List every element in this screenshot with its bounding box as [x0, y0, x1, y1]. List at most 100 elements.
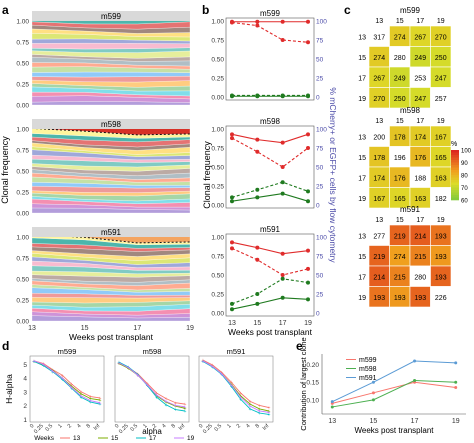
facet-title-m598: m598 — [101, 120, 122, 129]
legend-title: Weeks — [34, 435, 54, 442]
data-point — [255, 257, 260, 262]
heatmap-row-label: 13 — [358, 134, 366, 141]
heatmap-cell-value: 247 — [435, 75, 447, 82]
series-line — [231, 137, 309, 168]
data-point-marker: + — [33, 359, 36, 365]
data-point-marker: + — [99, 398, 102, 404]
data-point-marker: + — [70, 386, 73, 392]
heatmap-title-m598: m598 — [400, 106, 421, 115]
heatmap-col-label: 15 — [396, 118, 404, 125]
data-point-marker: + — [165, 399, 168, 405]
legend-color-step — [451, 180, 459, 183]
y-tick-label: 0.75 — [16, 256, 29, 263]
data-point-marker: + — [80, 395, 83, 401]
x-tick-label: 2 — [67, 423, 73, 429]
heatmap-cell-value: 167 — [373, 196, 385, 203]
heatmap-row-label: 13 — [358, 34, 366, 41]
y-tick-label: 0.50 — [16, 61, 29, 68]
data-point-marker: + — [239, 397, 242, 403]
legend-color-step — [451, 167, 459, 171]
data-point-marker: + — [99, 402, 102, 408]
x-tick-label: 0.25 — [33, 423, 45, 435]
heatmap-cell-value: 193 — [373, 295, 385, 302]
legend-color-step — [451, 185, 459, 188]
y-tick-label-left: 0.75 — [211, 146, 224, 153]
heatmap-cell-value: 280 — [414, 274, 426, 281]
panel-letter-d: d — [2, 339, 9, 353]
data-point-marker: + — [211, 364, 214, 370]
data-point — [280, 276, 285, 281]
data-point — [306, 280, 310, 285]
y-tick-label: 2 — [23, 403, 27, 410]
y-tick-label: 1.00 — [16, 19, 29, 26]
area-clone-band — [31, 42, 191, 50]
data-point-marker: + — [89, 399, 92, 405]
data-point-marker: + — [155, 395, 158, 401]
heatmap-cell-value: 215 — [414, 254, 426, 261]
legend-tick-label: 80 — [461, 174, 468, 180]
series-line — [231, 278, 309, 305]
series-line-m599 — [332, 381, 456, 404]
heatmap-cell-value: 270 — [435, 34, 447, 41]
x-tick-label: 1 — [142, 423, 148, 429]
data-point-marker: + — [258, 407, 261, 413]
heatmap-cell-value: 182 — [435, 196, 447, 203]
y-tick-label-right: 0 — [316, 203, 320, 210]
heatmap-col-label: 19 — [437, 18, 445, 25]
y-tick-label: 1.00 — [16, 235, 29, 242]
heatmap-cell-value: 165 — [435, 155, 447, 162]
x-tick-label: 17 — [279, 320, 287, 327]
data-point — [280, 273, 285, 277]
data-point-marker: + — [42, 362, 45, 368]
heatmap-row-label: 19 — [358, 295, 366, 302]
y-tick-label-left: 1.00 — [211, 127, 224, 134]
data-point — [255, 19, 260, 24]
heatmap-row-label: 17 — [358, 175, 366, 182]
y-tick-label-left: 0.00 — [211, 203, 224, 210]
series-line — [231, 297, 309, 310]
data-point-marker: + — [202, 359, 205, 365]
y-tick-label: 0.00 — [16, 103, 29, 110]
series-line — [33, 360, 101, 404]
data-point — [306, 146, 310, 150]
data-point — [255, 195, 260, 200]
heatmap-cell-value: 250 — [435, 55, 447, 62]
heatmap-cell-value: 188 — [414, 175, 426, 182]
y-tick-label-right: 75 — [316, 38, 324, 45]
data-point-marker: + — [258, 404, 261, 410]
y-axis-title-right: % mCherry+ or EGFP+ cells by flow cytome… — [328, 87, 338, 263]
legend-label: m599 — [359, 357, 377, 364]
y-tick-label-right: 100 — [316, 127, 327, 134]
heatmap-title-m599: m599 — [400, 6, 421, 15]
data-point — [230, 240, 234, 245]
data-point-marker: + — [80, 394, 83, 400]
heatmap-cell-value: 193 — [435, 233, 447, 240]
area-clone-band — [31, 71, 191, 78]
facet-title-m591: m591 — [260, 225, 281, 234]
data-point-marker: + — [230, 384, 233, 390]
data-point — [230, 20, 234, 25]
y-tick-label-right: 50 — [316, 273, 324, 280]
heatmap-cell-value: 253 — [414, 75, 426, 82]
data-point — [230, 246, 234, 251]
data-point-marker: + — [127, 366, 130, 372]
data-point — [230, 93, 234, 98]
y-tick-label: 0.75 — [16, 40, 29, 47]
legend-title: % — [451, 141, 457, 148]
data-point — [306, 19, 310, 24]
x-tick-label: 8 — [255, 423, 261, 429]
x-tick-label: 1 — [57, 423, 63, 429]
data-point — [371, 380, 375, 384]
heatmap-col-label: 19 — [437, 217, 445, 224]
heatmap-row-label: 19 — [358, 196, 366, 203]
heatmap-cell-value: 249 — [414, 55, 426, 62]
y-tick-label: 1 — [23, 417, 27, 424]
heatmap-title-m591: m591 — [400, 205, 421, 214]
y-tick-label-left: 0.25 — [211, 76, 224, 83]
y-tick-label: 0.10 — [306, 397, 319, 404]
heatmap-cell-value: 193 — [394, 295, 406, 302]
x-axis-title: alpha — [142, 427, 162, 436]
legend-color-step — [451, 165, 459, 168]
legend-label: 13 — [73, 435, 81, 442]
legend-color-step — [451, 150, 459, 153]
